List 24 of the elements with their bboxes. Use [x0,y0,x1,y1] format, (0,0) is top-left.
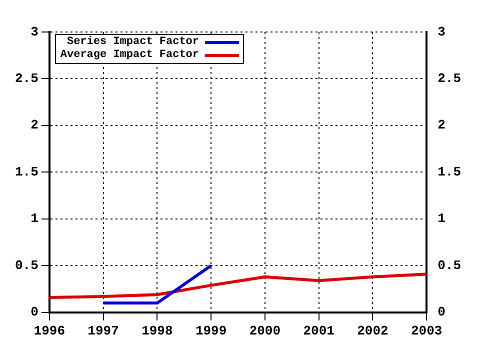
y2-tick-label: 0.5 [438,258,462,273]
y-tick-label: 2 [30,118,39,133]
x-tick-label: 1998 [142,323,173,338]
x-tick-label: 2003 [410,323,442,338]
y-tick-label: 1 [30,211,39,226]
y-tick-label: 0.5 [15,258,39,273]
y2-tick-label: 2.5 [438,71,462,86]
x-tick-label: 2000 [249,323,281,338]
x-tick-label: 2001 [303,323,335,338]
y2-tick-label: 2 [438,118,446,133]
y-tick-label: 2.5 [15,71,39,86]
x-tick-label: 1999 [195,323,227,338]
y2-tick-label: 3 [438,24,446,40]
x-tick-label: 1996 [34,323,66,338]
y2-tick-label: 1 [438,211,446,226]
legend-label: Average Impact Factor [60,49,200,62]
x-tick-label: 2002 [357,323,389,338]
y-tick-label: 0 [30,304,39,320]
y2-tick-label: 0 [438,304,446,320]
y-tick-label: 3 [30,24,39,40]
x-tick-label: 1997 [88,323,119,338]
y-tick-label: 1.5 [15,164,39,180]
legend-label: Series Impact Factor [66,36,200,49]
y2-tick-label: 1.5 [438,164,462,180]
